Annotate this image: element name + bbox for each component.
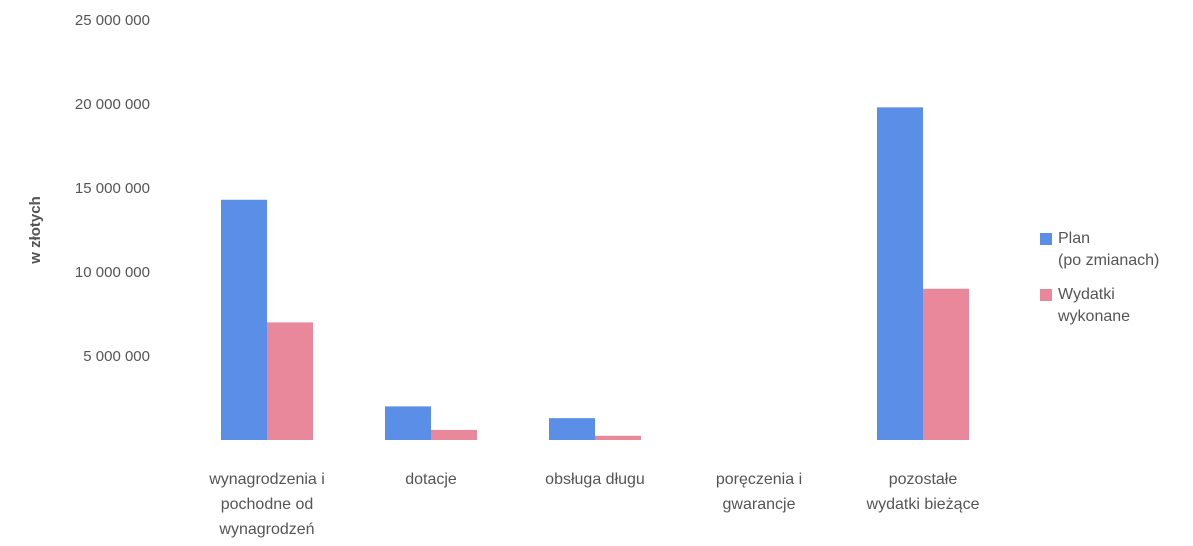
x-tick-line: wynagrodzeń <box>218 521 314 538</box>
x-tick-line: wydatki bieżące <box>866 496 980 513</box>
legend-label-wydatki: Wydatki wykonane <box>1058 286 1131 325</box>
x-tick-line: pozostałe <box>889 471 958 488</box>
legend-swatch-wydatki <box>1040 289 1052 301</box>
x-tick-label-4: pozostałe wydatki bieżące <box>866 471 980 513</box>
bar-wydatki-4 <box>923 288 969 440</box>
legend-item-plan: Plan (po zmianach) <box>1040 228 1190 272</box>
y-tick-label: 15 000 000 <box>75 180 150 197</box>
bar-plan-2 <box>549 418 595 440</box>
bar-wydatki-0 <box>267 322 313 440</box>
y-axis-label: w złotych <box>27 196 44 265</box>
y-axis-ticks: 5 000 000 10 000 000 15 000 000 20 000 000 2… <box>75 12 150 365</box>
x-tick-label-0: wynagrodzenia i pochodne od wynagrodzeń <box>208 471 325 538</box>
bar-plan-1 <box>385 406 431 440</box>
x-axis-labels: wynagrodzenia i pochodne od wynagrodzeń dot… <box>208 471 979 538</box>
y-tick-label: 25 000 000 <box>75 12 150 29</box>
x-tick-label-1: dotacje <box>405 471 457 488</box>
y-tick-label: 10 000 000 <box>75 264 150 281</box>
x-tick-line: wynagrodzenia i <box>208 471 325 488</box>
bars <box>221 107 969 441</box>
legend-label-plan: Plan (po zmianach) <box>1058 230 1160 269</box>
legend-item-wydatki: Wydatki wykonane <box>1040 284 1190 328</box>
legend-swatch-plan <box>1040 233 1052 245</box>
x-tick-label-3: poręczenia i gwarancje <box>716 471 802 513</box>
x-tick-line: obsługa długu <box>545 471 645 488</box>
x-tick-line: dotacje <box>405 471 457 488</box>
x-tick-line: gwarancje <box>723 496 796 513</box>
bar-wydatki-2 <box>595 435 641 440</box>
bar-plan-4 <box>877 107 923 441</box>
bar-wydatki-1 <box>431 429 477 440</box>
y-tick-label: 20 000 000 <box>75 96 150 113</box>
x-tick-line: pochodne od <box>221 496 314 513</box>
x-tick-line: poręczenia i <box>716 471 802 488</box>
y-tick-label: 5 000 000 <box>83 348 150 365</box>
x-tick-label-2: obsługa długu <box>545 471 645 488</box>
bar-plan-0 <box>221 199 267 440</box>
legend: Plan (po zmianach) Wydatki wykonane <box>1040 228 1190 340</box>
